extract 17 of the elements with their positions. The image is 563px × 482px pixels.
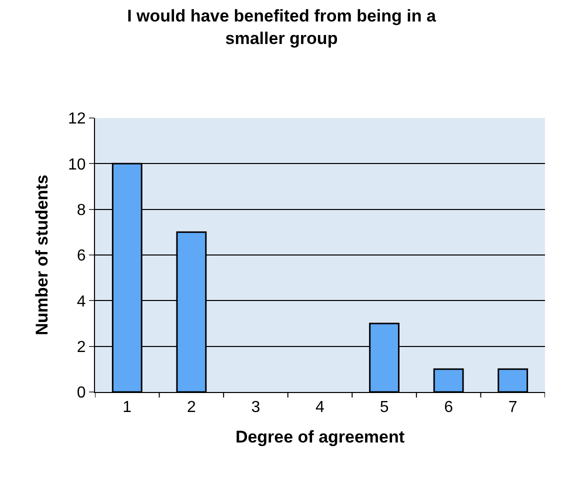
x-tick-label: 7: [508, 399, 518, 416]
y-tick-label: 0: [76, 384, 86, 402]
x-axis-title: Degree of agreement: [235, 428, 405, 447]
y-tick-label: 10: [68, 156, 86, 174]
y-tick-label: 4: [76, 293, 86, 310]
x-tick-label: 6: [444, 399, 454, 416]
chart-title: I would have benefited from being in a smaller group: [127, 6, 436, 48]
y-tick-label: 8: [76, 202, 86, 219]
y-tick-label: 12: [68, 110, 86, 128]
y-axis-title: Number of students: [32, 174, 52, 336]
y-tick-label: 6: [76, 248, 86, 265]
x-tick-label: 1: [122, 399, 132, 416]
x-tick-label: 5: [380, 399, 389, 416]
x-tick-label: 3: [251, 399, 260, 416]
x-tick-label: 4: [316, 399, 325, 416]
y-tick-label: 2: [76, 338, 86, 356]
x-tick-label: 2: [186, 399, 196, 416]
